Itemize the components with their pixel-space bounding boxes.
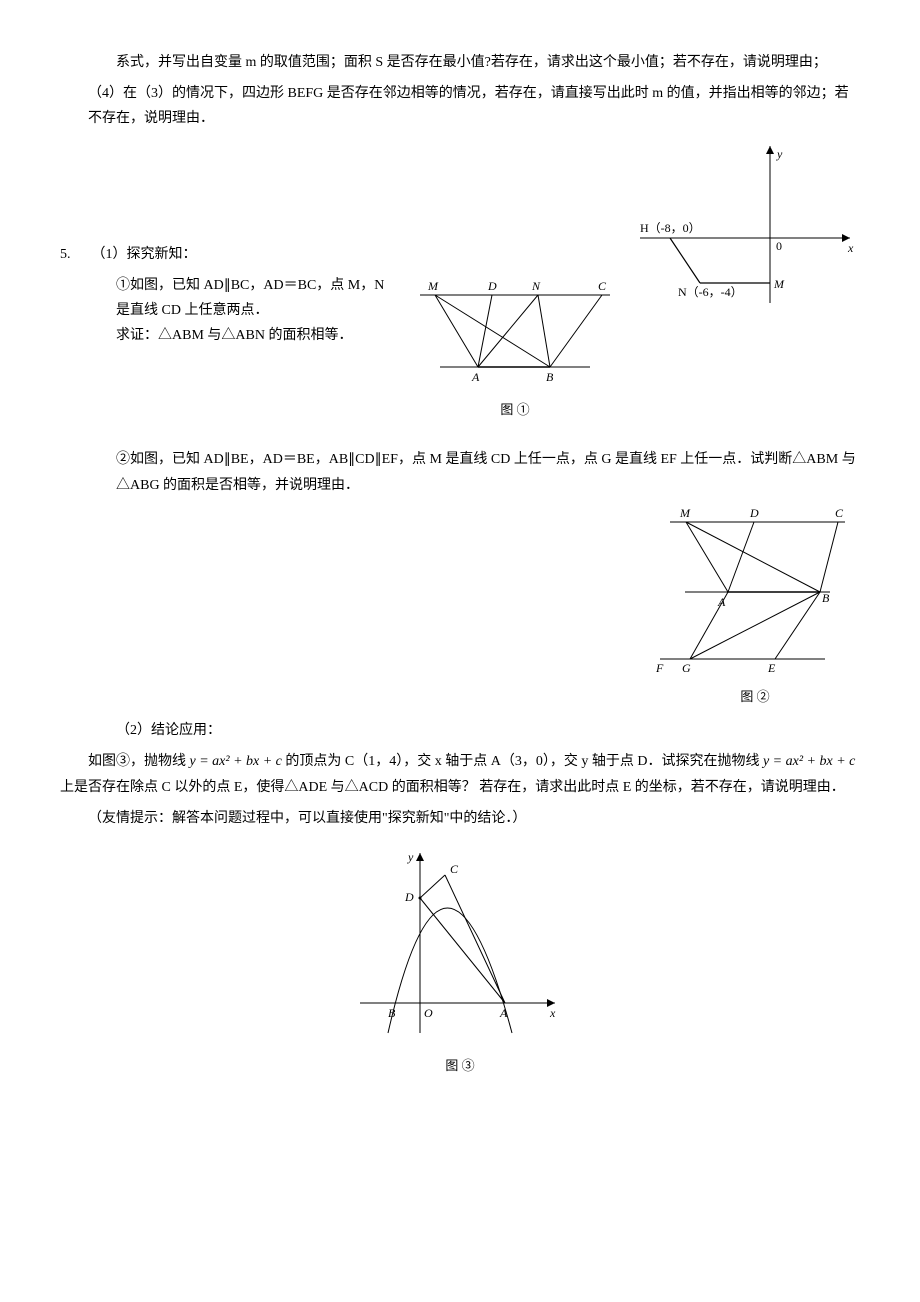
fig2-caption: 图 ② — [650, 685, 860, 708]
q5-hint: （友情提示：解答本问题过程中，可以直接使用"探究新知"中的结论．） — [60, 806, 860, 831]
point-h-label: H（-8，0） — [640, 221, 701, 235]
svg-text:B: B — [822, 591, 830, 605]
svg-text:G: G — [682, 661, 691, 674]
svg-text:D: D — [487, 279, 497, 293]
svg-text:B: B — [546, 370, 554, 384]
axis-y-label: y — [776, 147, 783, 161]
figure-coord: y x 0 H（-8，0） N（-6，-4） M — [630, 138, 860, 317]
svg-text:N: N — [531, 279, 541, 293]
svg-text:A: A — [499, 1006, 508, 1020]
point-n-label: N（-6，-4） — [678, 285, 743, 299]
q5-p2-label: （2）结论应用： — [60, 718, 860, 743]
q5-p1-2: ②如图，已知 AD∥BE，AD＝BE，AB∥CD∥EF，点 M 是直线 CD 上… — [60, 447, 860, 497]
svg-text:C: C — [450, 862, 459, 876]
sub4-label: （4） — [88, 86, 123, 101]
svg-text:y: y — [407, 850, 414, 864]
svg-text:C: C — [835, 506, 844, 520]
figure-2: M D C A B F G E 图 ② — [650, 504, 860, 709]
figure-1: M D N C A B 图 ① — [410, 277, 620, 422]
svg-text:M: M — [427, 279, 439, 293]
q5-p1-label: （1）探究新知： — [92, 247, 197, 262]
fig3-caption: 图 ③ — [60, 1054, 860, 1077]
top-line-1: 系式，并写出自变量 m 的取值范围；面积 S 是否存在最小值?若存在，请求出这个… — [60, 50, 860, 75]
svg-text:F: F — [655, 661, 664, 674]
svg-text:C: C — [598, 279, 607, 293]
svg-text:D: D — [404, 890, 414, 904]
svg-text:E: E — [767, 661, 776, 674]
svg-text:M: M — [679, 506, 691, 520]
svg-text:x: x — [549, 1006, 556, 1020]
fig1-caption: 图 ① — [410, 398, 620, 421]
point-m-label: M — [773, 277, 785, 291]
axis-x-label: x — [847, 241, 854, 255]
q5-p2-body: 如图③，抛物线 y = ax² + bx + c 的顶点为 C（1，4），交 x… — [60, 749, 860, 799]
origin-label: 0 — [776, 239, 782, 253]
svg-text:D: D — [749, 506, 759, 520]
svg-text:O: O — [424, 1006, 433, 1020]
q5-number: 5. — [60, 242, 88, 267]
svg-text:A: A — [471, 370, 480, 384]
svg-text:B: B — [388, 1006, 396, 1020]
sub4-text: 在（3）的情况下，四边形 BEFG 是否存在邻边相等的情况，若存在，请直接写出此… — [88, 86, 849, 126]
figure-3: y x C D B O A 图 ③ — [60, 843, 860, 1078]
